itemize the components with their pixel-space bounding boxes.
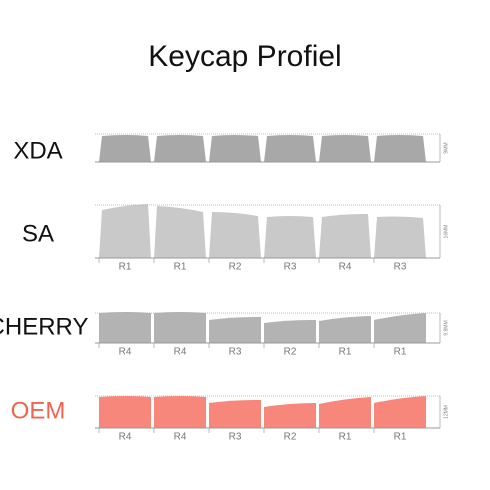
keycap: [154, 135, 206, 162]
keycap: [374, 313, 426, 343]
row-label: R1: [394, 347, 407, 358]
row-label: R3: [394, 262, 407, 273]
profile-name: XDA: [13, 137, 62, 164]
keycap: [319, 316, 371, 343]
height-label: 16MM: [443, 225, 449, 239]
keycap: [264, 319, 316, 343]
row-label: R4: [119, 347, 132, 358]
keycap: [209, 399, 261, 428]
keycap: [99, 204, 151, 258]
row-label: R4: [339, 262, 352, 273]
row-label: R4: [119, 432, 132, 443]
keycap: [154, 312, 206, 343]
keycap: [154, 206, 206, 258]
keycap: [209, 316, 261, 343]
keycap: [264, 403, 316, 428]
keycap: [264, 216, 316, 258]
profile-name: OEM: [11, 397, 66, 424]
keycap: [209, 212, 261, 258]
keycap: [99, 312, 151, 343]
row-label: R2: [229, 262, 242, 273]
keycap: [154, 396, 206, 428]
row-label: R4: [174, 432, 187, 443]
keycap: [319, 397, 371, 428]
row-label: R3: [229, 347, 242, 358]
row-label: R3: [284, 262, 297, 273]
row-label: R1: [394, 432, 407, 443]
keycap: [99, 396, 151, 428]
keycap: [374, 216, 426, 258]
keycap: [99, 135, 151, 162]
row-label: R2: [284, 432, 297, 443]
row-label: R1: [119, 262, 132, 273]
row-label: R1: [339, 347, 352, 358]
height-label: 9MM: [443, 142, 449, 153]
row-label: R3: [229, 432, 242, 443]
row-label: R1: [174, 262, 187, 273]
height-label: 9.8MM: [443, 320, 449, 335]
row-label: R2: [284, 347, 297, 358]
row-label: R4: [174, 347, 187, 358]
profile-name: SA: [22, 220, 54, 247]
keycap: [264, 135, 316, 162]
row-label: R1: [339, 432, 352, 443]
profile-name: CHERRY: [0, 313, 88, 340]
height-label: 12MM: [443, 405, 449, 419]
keycap: [374, 135, 426, 162]
title: Keycap Profiel: [148, 40, 341, 73]
keycap: [319, 213, 371, 258]
keycap: [374, 396, 426, 428]
keycap: [319, 135, 371, 162]
keycap: [209, 135, 261, 162]
